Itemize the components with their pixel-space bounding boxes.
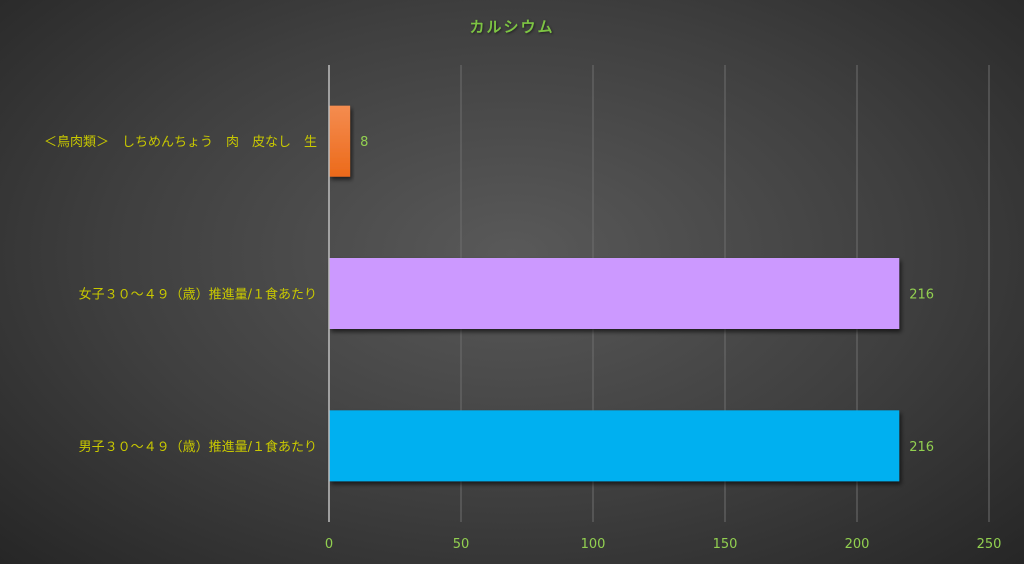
category-label: 男子３０～４９（歳）推進量/１食あたり bbox=[79, 439, 317, 455]
data-label: 216 bbox=[909, 288, 934, 303]
x-tick-label: 200 bbox=[845, 537, 870, 552]
chart-title: カルシウム bbox=[469, 18, 555, 36]
x-tick-label: 150 bbox=[713, 537, 738, 552]
bar bbox=[329, 105, 351, 177]
x-tick-label: 100 bbox=[581, 537, 606, 552]
x-tick-label: 50 bbox=[453, 537, 470, 552]
bar bbox=[329, 410, 900, 482]
data-label: 216 bbox=[909, 440, 934, 455]
category-label: ＜鳥肉類＞ しちめんちょう 肉 皮なし 生 bbox=[44, 135, 317, 150]
category-label: 女子３０～４９（歳）推進量/１食あたり bbox=[79, 287, 317, 303]
x-tick-label: 250 bbox=[977, 537, 1002, 552]
data-label: 8 bbox=[360, 135, 368, 150]
bar bbox=[329, 258, 900, 329]
x-tick-label: 0 bbox=[325, 537, 333, 552]
